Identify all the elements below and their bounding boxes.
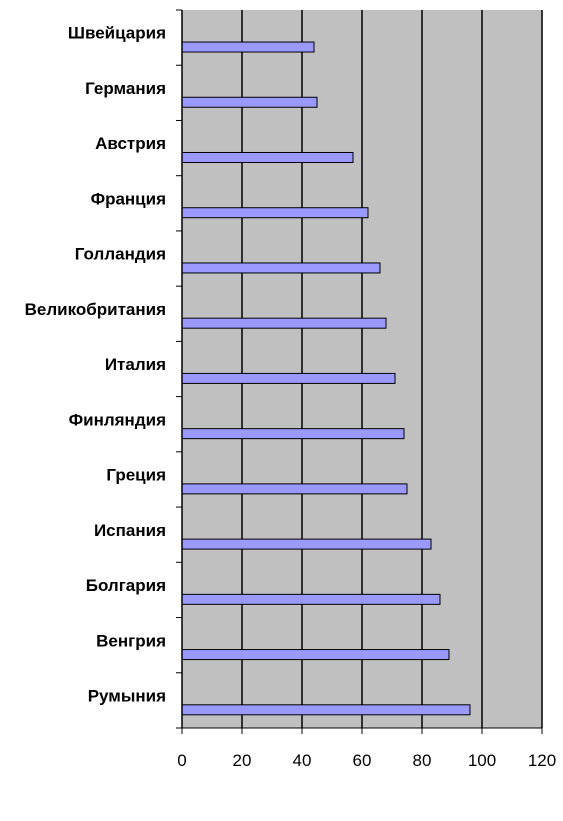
category-label: Франция	[91, 189, 166, 208]
category-label: Австрия	[95, 134, 166, 153]
bar	[181, 593, 441, 605]
bar	[181, 704, 471, 716]
x-tick-label: 120	[528, 751, 556, 770]
category-label: Греция	[106, 466, 166, 485]
x-tick-label: 40	[293, 751, 312, 770]
x-tick-label: 100	[468, 751, 496, 770]
x-tick-label: 60	[353, 751, 372, 770]
x-tick-label: 20	[233, 751, 252, 770]
category-label: Швейцария	[68, 24, 166, 43]
category-label: Германия	[85, 79, 166, 98]
bar	[181, 262, 381, 274]
gridlines	[241, 10, 543, 728]
bar	[181, 483, 408, 495]
category-label: Италия	[105, 355, 166, 374]
category-label: Румыния	[88, 686, 166, 705]
bar	[181, 649, 450, 661]
x-tick-label: 80	[413, 751, 432, 770]
bar	[181, 207, 369, 219]
bar	[181, 538, 432, 550]
x-axis-ticks	[181, 727, 543, 734]
category-labels: Швейцария Германия Австрия Франция Голландия…	[25, 24, 166, 706]
bar	[181, 317, 387, 329]
x-tick-labels: 0 20 40 60 80 100 120	[177, 751, 556, 770]
bar	[181, 96, 318, 108]
bar	[181, 372, 396, 384]
y-axis-ticks	[176, 9, 182, 729]
category-label: Великобритания	[25, 300, 166, 319]
category-label: Испания	[94, 521, 166, 540]
bar	[181, 41, 315, 53]
bar	[181, 428, 405, 440]
category-label: Финляндия	[69, 410, 166, 429]
category-label: Голландия	[75, 245, 166, 264]
bar	[181, 151, 354, 163]
x-tick-label: 0	[177, 751, 186, 770]
category-label: Болгария	[86, 576, 166, 595]
category-label: Венгрия	[96, 631, 166, 650]
